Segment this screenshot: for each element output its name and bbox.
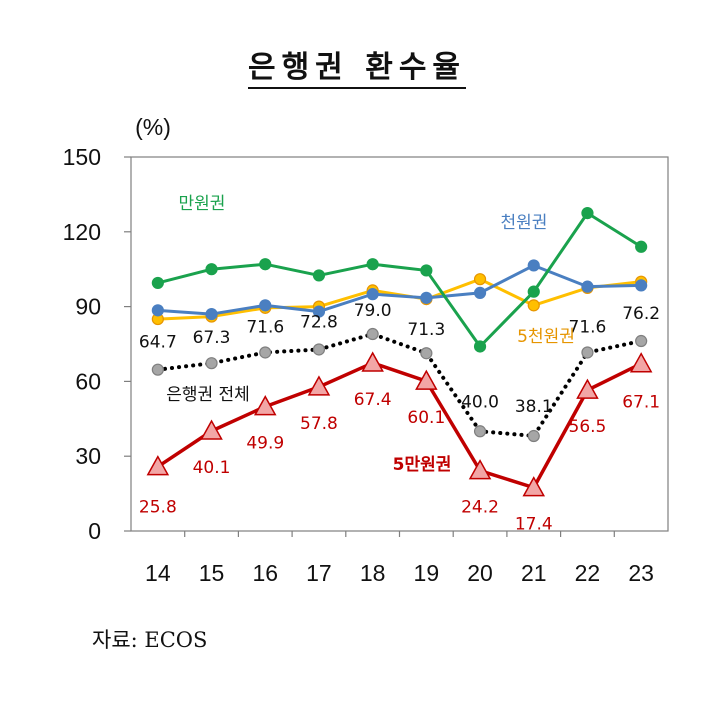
data-point-5만원권 — [146, 455, 170, 476]
data-label-50000: 56.5 — [569, 417, 607, 437]
series-name-10000: 만원권 — [179, 194, 226, 214]
data-label-50000: 40.1 — [193, 458, 231, 478]
data-point-3 — [581, 346, 594, 359]
data-point-1 — [473, 286, 487, 299]
data-point-1 — [205, 307, 218, 321]
x-tick-label: 17 — [306, 560, 332, 586]
data-point-3 — [366, 327, 379, 341]
data-label-total: 38.1 — [515, 397, 553, 417]
data-point-0 — [635, 240, 648, 253]
series-name-50000: 5만원권 — [393, 455, 452, 475]
data-point-5만원권 — [629, 352, 653, 373]
y-tick-label: 120 — [63, 219, 101, 245]
x-tick-label: 14 — [145, 560, 171, 586]
data-label-total: 76.2 — [622, 304, 660, 324]
data-point-2 — [527, 299, 540, 312]
data-point-3 — [312, 343, 326, 356]
data-point-2 — [473, 273, 487, 286]
data-point-3 — [473, 425, 487, 438]
data-point-0 — [259, 258, 272, 271]
y-tick-label: 30 — [75, 443, 101, 469]
data-label-50000: 25.8 — [139, 498, 177, 518]
data-label-total: 71.6 — [569, 317, 607, 337]
data-point-0 — [151, 276, 164, 290]
series-name-1000: 천원권 — [501, 213, 548, 233]
data-point-0 — [205, 263, 218, 276]
series-line-2 — [157, 277, 642, 321]
data-point-5만원권 — [468, 459, 492, 480]
series-line-1 — [157, 263, 642, 316]
data-point-5만원권 — [415, 369, 438, 390]
data-label-50000: 67.4 — [354, 390, 392, 410]
source-note: 자료: ECOS — [92, 628, 208, 652]
x-tick-label: 18 — [360, 560, 386, 586]
data-point-0 — [366, 258, 379, 271]
x-tick-label: 19 — [414, 560, 440, 586]
y-tick-label: 60 — [75, 368, 101, 394]
data-point-5만원권 — [522, 476, 546, 497]
data-point-1 — [420, 291, 433, 304]
data-label-total: 79.0 — [354, 301, 392, 321]
data-label-50000: 57.8 — [300, 414, 338, 434]
data-point-1 — [151, 304, 164, 317]
data-point-0 — [527, 285, 540, 298]
data-point-3 — [635, 334, 648, 348]
x-tick-label: 22 — [575, 560, 601, 586]
data-point-3 — [259, 346, 272, 359]
data-point-0 — [312, 269, 326, 282]
data-point-0 — [420, 264, 433, 277]
x-tick-label: 23 — [628, 560, 654, 586]
x-tick-label: 16 — [252, 560, 278, 586]
data-label-total: 40.0 — [461, 392, 499, 412]
y-tick-label: 0 — [88, 518, 101, 544]
data-point-5만원권 — [200, 419, 223, 440]
data-point-3 — [205, 357, 218, 370]
data-point-1 — [312, 305, 326, 318]
data-point-1 — [581, 280, 594, 293]
data-label-total: 64.7 — [139, 333, 177, 353]
data-point-3 — [420, 347, 433, 360]
data-point-5만원권 — [361, 351, 384, 372]
data-label-50000: 17.4 — [515, 515, 553, 535]
chart-title: 은행권 환수율 — [0, 42, 714, 89]
x-tick-label: 20 — [467, 560, 493, 586]
data-point-1 — [635, 279, 648, 292]
series-line-4 — [156, 361, 642, 490]
series-name-total: 은행권 전체 — [166, 385, 250, 405]
series-name-5000: 5천원권 — [517, 327, 575, 347]
data-label-total: 72.8 — [300, 312, 338, 332]
data-point-3 — [527, 429, 540, 443]
data-point-1 — [259, 299, 272, 312]
data-label-total: 67.3 — [193, 328, 231, 348]
data-label-total: 71.6 — [246, 317, 284, 337]
series-line-0 — [157, 211, 642, 348]
data-label-50000: 60.1 — [407, 408, 445, 428]
y-unit-label: (%) — [135, 114, 171, 140]
data-point-5만원권 — [576, 378, 599, 399]
data-point-0 — [581, 207, 594, 220]
x-tick-label: 21 — [521, 560, 547, 586]
data-label-50000: 49.9 — [246, 434, 284, 454]
data-point-3 — [151, 363, 164, 376]
data-point-5만원권 — [253, 395, 277, 416]
data-point-5만원권 — [307, 375, 331, 396]
y-tick-label: 150 — [63, 144, 101, 170]
data-label-50000: 67.1 — [622, 393, 660, 413]
data-label-total: 71.3 — [407, 320, 445, 340]
data-point-1 — [366, 288, 379, 301]
data-label-50000: 24.2 — [461, 498, 499, 518]
data-point-0 — [473, 340, 487, 353]
x-tick-label: 15 — [199, 560, 225, 586]
data-point-1 — [527, 259, 540, 272]
series-line-3 — [155, 332, 644, 439]
y-tick-label: 90 — [75, 294, 101, 320]
